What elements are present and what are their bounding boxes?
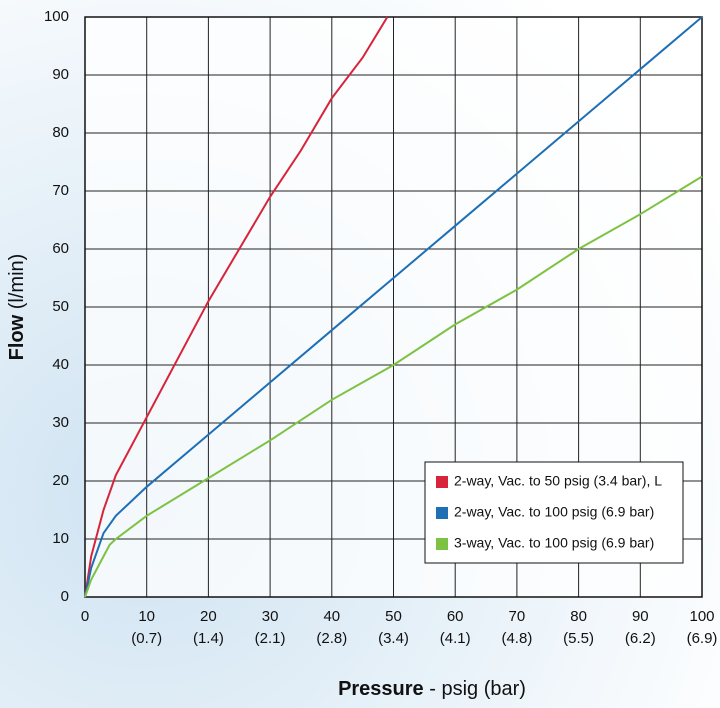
x-tick-sublabel: (6.9) (687, 630, 718, 647)
series-line (84, 16, 703, 598)
x-tick-sublabel: (2.8) (316, 630, 347, 647)
x-title-bold: Pressure (338, 678, 424, 700)
y-tick-label: 30 (52, 414, 69, 431)
x-tick-sublabel: (0.7) (131, 630, 162, 647)
plot-border (84, 16, 703, 598)
legend-swatch (436, 507, 448, 519)
x-tick-label: 70 (509, 608, 526, 625)
x-tick-label: 0 (81, 608, 89, 625)
y-tick-label: 60 (52, 240, 69, 257)
y-tick-label: 90 (52, 66, 69, 83)
x-tick-label: 60 (447, 608, 464, 625)
series-line (84, 16, 389, 598)
x-title-rest: - psig (bar) (424, 678, 526, 700)
y-tick-label: 20 (52, 472, 69, 489)
y-title-bold: Flow (6, 314, 28, 360)
legend-label: 2-way, Vac. to 50 psig (3.4 bar), L (454, 473, 662, 489)
y-tick-label: 50 (52, 298, 69, 315)
x-tick-label: 50 (385, 608, 402, 625)
legend-label: 2-way, Vac. to 100 psig (6.9 bar) (454, 504, 654, 520)
x-axis-title: Pressure - psig (bar) (338, 678, 526, 700)
y-tick-label: 0 (61, 588, 69, 605)
x-tick-sublabel: (6.2) (625, 630, 656, 647)
legend-swatch (436, 476, 448, 488)
x-tick-label: 40 (323, 608, 340, 625)
x-tick-label: 100 (689, 608, 714, 625)
y-tick-label: 80 (52, 124, 69, 141)
y-axis-title: Flow (l/min) (6, 254, 28, 361)
x-tick-label: 10 (138, 608, 155, 625)
legend: 2-way, Vac. to 50 psig (3.4 bar), L 2-way… (424, 461, 684, 564)
series-line (84, 175, 703, 598)
x-tick-label: 90 (632, 608, 649, 625)
x-tick-sublabel: (2.1) (255, 630, 286, 647)
legend-box (424, 461, 684, 564)
x-tick-sublabel: (4.8) (501, 630, 532, 647)
x-tick-label: 80 (570, 608, 587, 625)
legend-label: 3-way, Vac. to 100 psig (6.9 bar) (454, 535, 654, 551)
x-tick-label: 30 (262, 608, 279, 625)
y-title-rest: (l/min) (6, 254, 28, 315)
x-tick-sublabel: (3.4) (378, 630, 409, 647)
y-tick-label: 10 (52, 530, 69, 547)
y-tick-label: 40 (52, 356, 69, 373)
x-tick-sublabel: (5.5) (563, 630, 594, 647)
y-tick-label: 100 (44, 8, 69, 25)
x-tick-sublabel: (4.1) (440, 630, 471, 647)
legend-swatch (436, 538, 448, 550)
x-tick-label: 20 (200, 608, 217, 625)
y-tick-label: 70 (52, 182, 69, 199)
x-tick-sublabel: (1.4) (193, 630, 224, 647)
